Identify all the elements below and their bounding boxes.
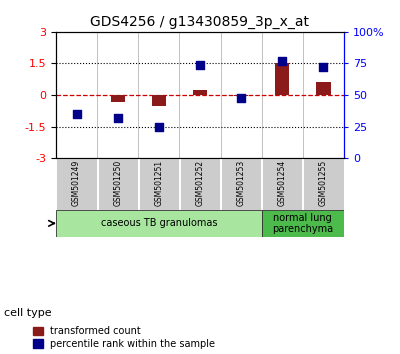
Text: GSM501254: GSM501254 <box>278 160 287 206</box>
Text: GSM501252: GSM501252 <box>196 160 204 206</box>
Text: GSM501249: GSM501249 <box>72 160 81 206</box>
Bar <box>98 158 138 210</box>
Bar <box>234 95 248 96</box>
Bar <box>262 158 302 210</box>
Bar <box>316 82 331 95</box>
Bar <box>193 90 207 95</box>
Bar <box>262 210 344 237</box>
Bar <box>303 158 344 210</box>
Title: GDS4256 / g13430859_3p_x_at: GDS4256 / g13430859_3p_x_at <box>90 16 310 29</box>
Point <box>238 95 244 101</box>
Text: normal lung
parenchyma: normal lung parenchyma <box>272 212 334 234</box>
Text: caseous TB granulomas: caseous TB granulomas <box>101 218 217 228</box>
Bar <box>180 158 220 210</box>
Text: cell type: cell type <box>4 308 52 318</box>
Text: GSM501253: GSM501253 <box>237 160 246 206</box>
Point <box>156 124 162 130</box>
Bar <box>139 158 179 210</box>
Point <box>320 64 327 69</box>
Text: GSM501251: GSM501251 <box>154 160 163 206</box>
Legend: transformed count, percentile rank within the sample: transformed count, percentile rank withi… <box>33 326 215 349</box>
Text: GSM501250: GSM501250 <box>113 160 122 206</box>
Text: GSM501255: GSM501255 <box>319 160 328 206</box>
Point <box>279 58 286 64</box>
Point <box>197 62 203 67</box>
Bar <box>275 63 290 95</box>
Bar <box>110 95 125 102</box>
Point <box>114 115 121 121</box>
Bar <box>56 210 262 237</box>
Bar <box>56 158 97 210</box>
Bar <box>221 158 261 210</box>
Point <box>73 111 80 117</box>
Bar <box>152 95 166 105</box>
